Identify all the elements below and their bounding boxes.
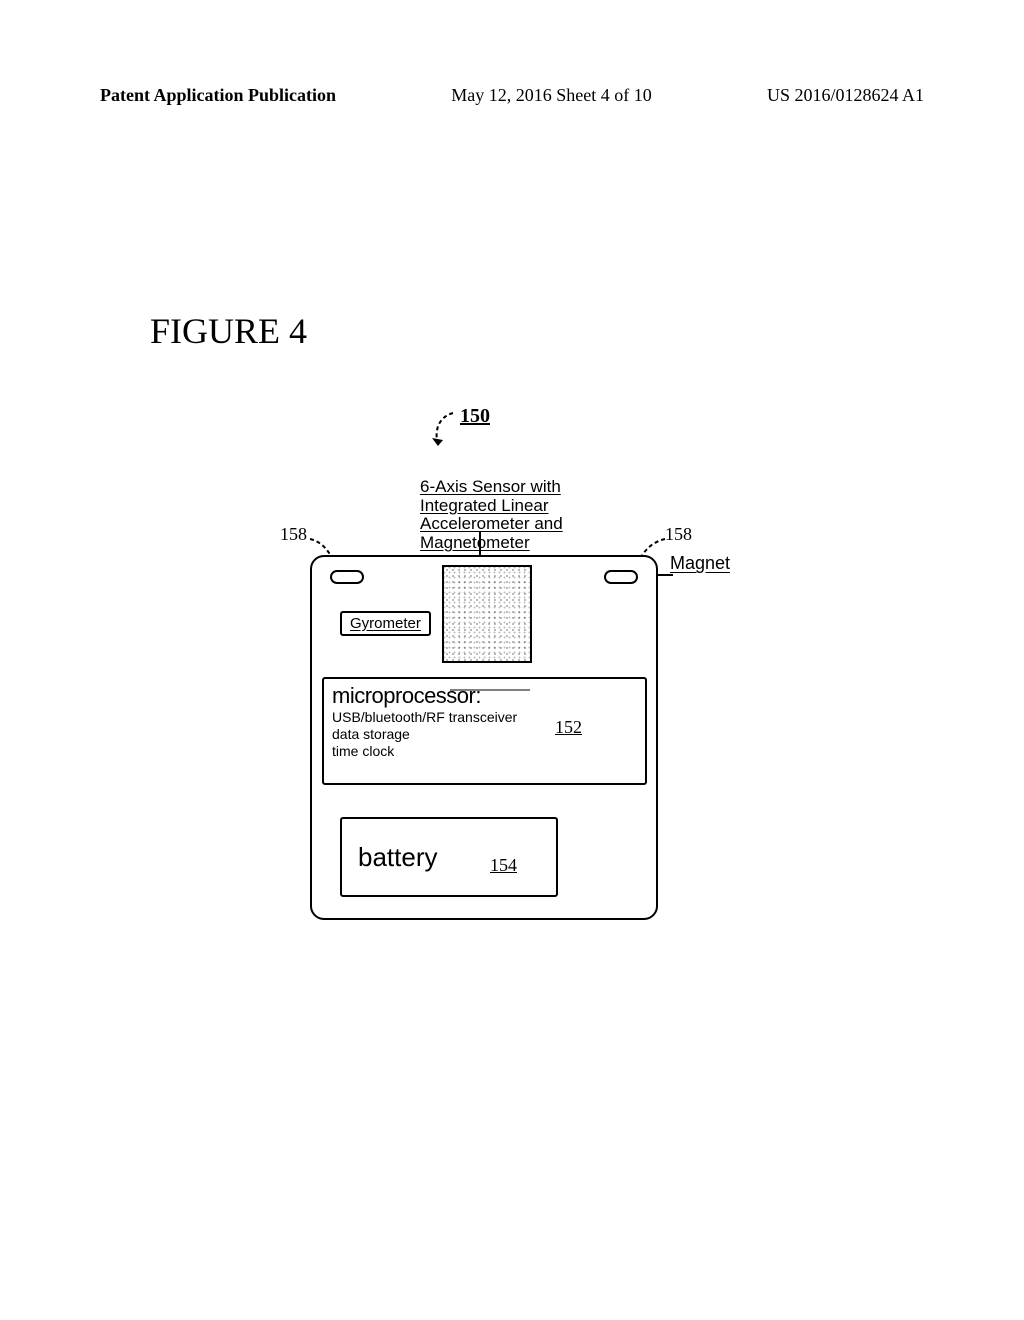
header-left: Patent Application Publication: [100, 85, 336, 106]
leader-arrow-150: [420, 408, 460, 453]
battery-label: battery: [358, 842, 438, 873]
header-right: US 2016/0128624 A1: [767, 85, 924, 106]
device-outline: Gyrometer microprocessor: USB/bluetooth/…: [310, 555, 658, 920]
mcu-title: microprocessor:: [332, 683, 637, 709]
six-axis-sensor-box: [442, 565, 532, 663]
gyrometer-label: Gyrometer: [350, 615, 421, 632]
microprocessor-box: microprocessor: USB/bluetooth/RF transce…: [322, 677, 647, 785]
mcu-line-1: USB/bluetooth/RF transceiver: [332, 709, 637, 726]
magnet-label: Magnet: [670, 553, 730, 574]
gyrometer-box: Gyrometer: [340, 611, 431, 636]
magnet-right-icon: [604, 570, 638, 584]
mcu-line-3: time clock: [332, 743, 637, 760]
gray-divider-mcu: [450, 688, 570, 692]
battery-box: battery: [340, 817, 558, 897]
ref-150-label: 150: [460, 405, 490, 428]
ref-154-label: 154: [490, 855, 517, 876]
figure-title: FIGURE 4: [150, 310, 307, 352]
ref-158-right-label: 158: [665, 524, 692, 545]
header-center: May 12, 2016 Sheet 4 of 10: [451, 85, 651, 106]
page-header: Patent Application Publication May 12, 2…: [100, 85, 924, 106]
magnet-left-icon: [330, 570, 364, 584]
mcu-line-2: data storage: [332, 726, 637, 743]
ref-158-left-label: 158: [280, 524, 307, 545]
ref-152-label: 152: [555, 717, 582, 738]
patent-page: Patent Application Publication May 12, 2…: [0, 0, 1024, 1320]
